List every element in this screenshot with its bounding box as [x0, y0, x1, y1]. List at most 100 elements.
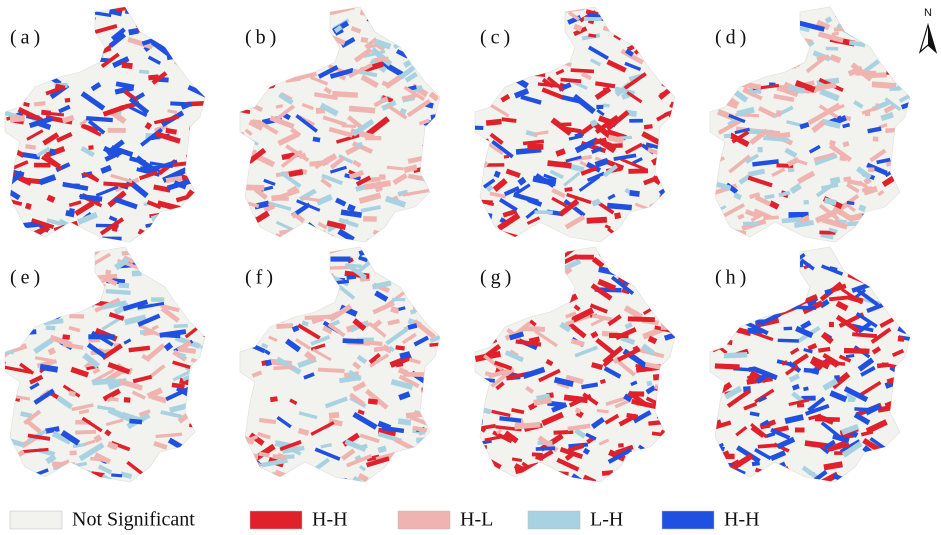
cluster-patch [433, 247, 440, 260]
cluster-patch [149, 364, 166, 378]
cluster-patch [352, 475, 374, 482]
cluster-patch [173, 323, 188, 329]
cluster-patch [33, 337, 54, 354]
cluster-patch [337, 228, 355, 242]
cluster-patch [573, 23, 583, 32]
cluster-patch [251, 370, 263, 378]
cluster-patch [789, 481, 808, 482]
cluster-patch [626, 412, 639, 419]
cluster-patch [632, 29, 645, 41]
cluster-patch [192, 293, 203, 302]
cluster-patch [481, 311, 507, 318]
cluster-patch [377, 445, 387, 454]
cluster-patch [78, 256, 87, 263]
cluster-patch [573, 428, 587, 439]
cluster-patch [624, 142, 643, 155]
cluster-patch [398, 374, 420, 389]
cluster-patch [852, 232, 862, 240]
cluster-patch [522, 16, 542, 30]
cluster-patch [202, 69, 205, 76]
cluster-patch [317, 480, 336, 482]
cluster-patch [291, 211, 299, 219]
panel-label: (b) [245, 27, 280, 49]
legend-swatch [397, 510, 451, 530]
cluster-patch [403, 372, 430, 377]
cluster-patch [541, 411, 564, 427]
cluster-patch [907, 200, 910, 212]
cluster-patch [170, 461, 193, 478]
cluster-patch [596, 108, 605, 117]
cluster-patch [667, 166, 675, 173]
cluster-patch [784, 364, 799, 376]
cluster-patch [770, 427, 791, 440]
cluster-patch [853, 412, 871, 426]
cluster-patch [5, 394, 6, 402]
cluster-patch [352, 318, 367, 332]
cluster-patch [121, 61, 133, 70]
cluster-patch [23, 409, 42, 425]
cluster-patch [866, 162, 888, 176]
cluster-patch [381, 344, 393, 354]
cluster-patch [892, 50, 904, 59]
cluster-patch [157, 12, 166, 19]
cluster-patch [285, 338, 302, 353]
cluster-patch [145, 343, 166, 361]
cluster-patch [161, 332, 181, 339]
cluster-patch [178, 448, 201, 457]
cluster-patch [353, 47, 373, 63]
cluster-patch [192, 463, 205, 472]
cluster-patch [118, 282, 130, 289]
cluster-patch [19, 362, 35, 375]
cluster-patch [776, 36, 795, 52]
cluster-patch [589, 58, 602, 67]
cluster-patch [803, 348, 813, 354]
cluster-patch [776, 254, 785, 263]
cluster-patch [794, 80, 816, 93]
cluster-patch [497, 212, 521, 231]
cluster-patch [895, 133, 910, 148]
cluster-patch [5, 473, 25, 482]
cluster-patch [108, 215, 118, 223]
cluster-patch [189, 423, 199, 428]
cluster-patch [768, 130, 781, 136]
cluster-patch [768, 200, 780, 210]
cluster-patch [173, 265, 182, 272]
cluster-patch [842, 122, 851, 129]
cluster-patch [52, 459, 70, 470]
cluster-patch [517, 293, 531, 300]
cluster-patch [817, 31, 844, 44]
cluster-patch [643, 124, 653, 130]
cluster-patch [172, 368, 194, 382]
cluster-patch [352, 381, 367, 392]
cluster-patch [860, 365, 876, 377]
cluster-patch [107, 361, 131, 375]
cluster-patch [553, 376, 574, 387]
cluster-patch [27, 433, 51, 441]
cluster-patch [297, 427, 310, 436]
cluster-patch [567, 10, 581, 21]
cluster-patch [747, 299, 770, 314]
cluster-patch [856, 166, 872, 180]
cluster-patch [550, 300, 562, 305]
cluster-patch [50, 23, 58, 30]
cluster-patch [867, 126, 882, 134]
cluster-patch [661, 251, 675, 263]
cluster-patch [611, 14, 626, 23]
cluster-patch [338, 217, 359, 228]
cluster-patch [419, 288, 440, 306]
panel-label: (e) [10, 267, 44, 289]
cluster-patch [128, 96, 150, 115]
cluster-patch [491, 139, 514, 159]
cluster-patch [374, 56, 389, 63]
cluster-patch [83, 40, 92, 49]
cluster-patch [553, 269, 560, 274]
cluster-patch [39, 363, 59, 373]
cluster-patch [823, 461, 843, 471]
cluster-patch [141, 37, 156, 46]
cluster-patch [420, 71, 440, 80]
cluster-patch [49, 479, 69, 482]
cluster-patch [278, 92, 294, 105]
cluster-patch [56, 132, 73, 143]
cluster-patch [364, 388, 389, 410]
cluster-patch [862, 22, 883, 40]
